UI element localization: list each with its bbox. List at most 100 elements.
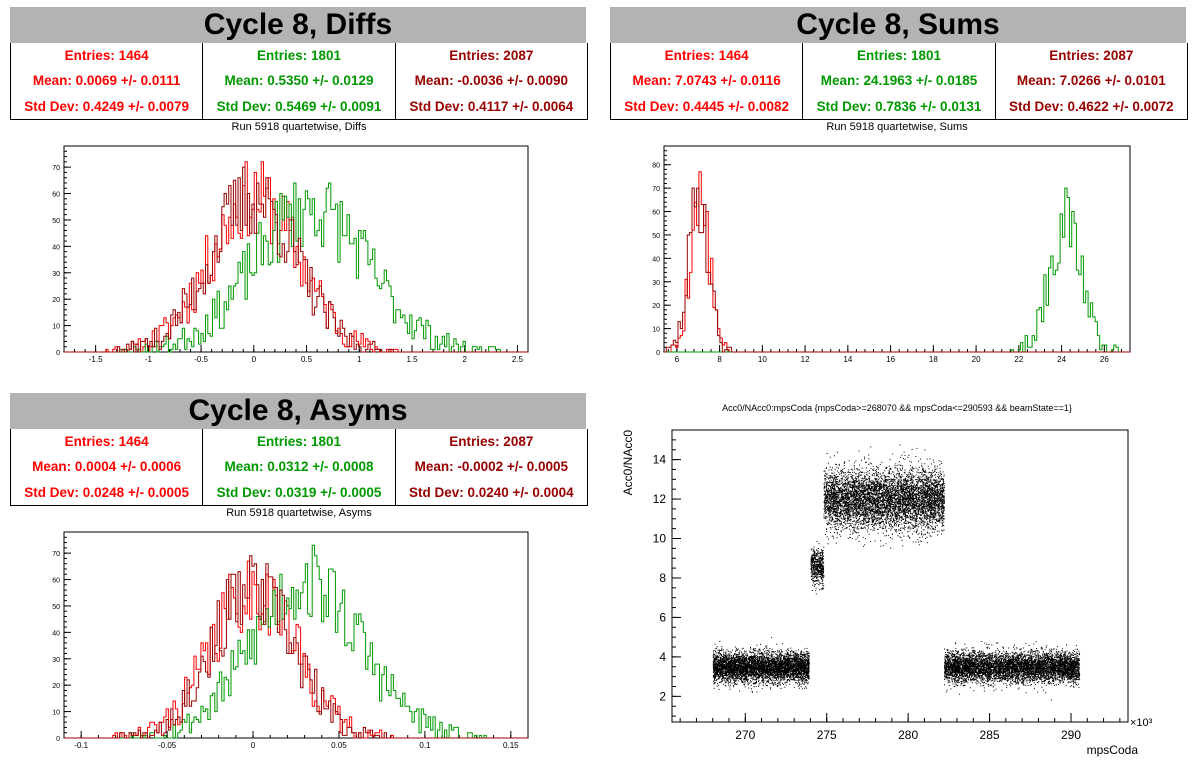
x-tick-label: 270 [735,728,755,742]
mean-label: Mean: 7.0743 +/- 0.0116 [632,73,781,89]
y-tick-label: 10 [52,324,60,331]
y-tick-label: 50 [652,233,660,240]
x-tick-label: 6 [675,355,680,364]
x-tick-label: 22 [1014,355,1023,364]
mean-label: Mean: -0.0002 +/- 0.0005 [414,459,569,475]
plot-frame [63,531,529,739]
y-tick-label: 60 [652,210,660,217]
y-tick-label: 40 [52,630,60,637]
scatter-points [712,444,1081,701]
mean-label: Mean: 0.5350 +/- 0.0129 [224,73,374,89]
std-label: Std Dev: 0.4622 +/- 0.0072 [1008,98,1174,114]
mean-label: Mean: 0.0312 +/- 0.0008 [224,459,374,475]
x-tick-label: 8 [717,355,722,364]
entries-label: Entries: 1464 [664,48,749,64]
y-tick-label: 80 [652,163,660,170]
entries-label: Entries: 2087 [1049,48,1134,64]
y-tick-label: 60 [52,192,60,199]
y-tick-label: 12 [653,492,667,506]
y-tick-label: 10 [52,710,60,717]
x-tick-label: 2 [463,355,468,364]
y-tick-label: 20 [52,297,60,304]
x-tick-label: 285 [980,728,1000,742]
diffs-stats-green: Entries: 1801 Mean: 0.5350 +/- 0.0129 St… [203,43,396,119]
x-tick-label: 0.15 [503,741,519,750]
x-tick-label: 1 [357,355,362,364]
y-tick-label: 6 [659,610,666,624]
sums-plot-title: Run 5918 quartetwise, Sums [826,121,968,133]
mean-label: Mean: 0.0069 +/- 0.0111 [32,73,181,89]
y-tick-label: 14 [653,453,667,467]
scatter-plot-title: Acc0/NAcc0:mpsCoda {mpsCoda>=268070 && m… [722,403,1072,413]
y-tick-label: 50 [52,218,60,225]
x-tick-label: 16 [886,355,895,364]
asyms-histogram: -0.1 -0.05 0 0.05 0.1 0.15 0 10 20 30 40 50 60 70 [52,531,529,750]
std-label: Std Dev: 0.0319 +/- 0.0005 [216,484,382,500]
entries-label: Entries: 1801 [256,48,342,64]
x-tick-label: 12 [801,355,810,364]
x-tick-label: 18 [929,355,938,364]
y-tick-label: 60 [52,578,60,585]
y-tick-label: 10 [653,532,667,546]
y-tick-label: 30 [52,657,60,664]
std-label: Std Dev: 0.4445 +/- 0.0082 [624,98,790,114]
std-label: Std Dev: 0.4117 +/- 0.0064 [409,98,574,114]
mean-label: Mean: 7.0266 +/- 0.0101 [1016,73,1166,89]
plot-frame [671,429,1129,723]
x-tick-label: -0.5 [194,355,208,364]
sums-stats-box: Entries: 1464 Mean: 7.0743 +/- 0.0116 St… [610,43,1188,120]
x-tick-label: -0.05 [158,741,177,750]
y-tick-label: 20 [652,303,660,310]
x-tick-label: 0 [252,355,257,364]
x-tick-label: 0 [251,741,256,750]
entries-label: Entries: 1464 [64,434,149,450]
std-label: Std Dev: 0.0240 +/- 0.0004 [408,484,574,500]
std-label: Std Dev: 0.0248 +/- 0.0005 [24,484,190,500]
x-tick-label: 0.1 [419,741,431,750]
diffs-stats-red: Entries: 1464 Mean: 0.0069 +/- 0.0111 St… [11,43,204,119]
histogram-series-0 [64,560,528,739]
histogram-series-1 [64,544,528,739]
entries-label: Entries: 1801 [856,48,942,64]
sums-panel: Cycle 8, Sums Entries: 1464 Mean: 7.0743… [598,0,1196,386]
y-tick-label: 0 [56,736,60,743]
x-tick-label: 275 [817,728,837,742]
histogram-series-1 [664,187,1130,353]
y-tick-label: 0 [656,350,660,357]
histogram-series-2 [664,187,1130,353]
diffs-header: Cycle 8, Diffs [10,7,586,43]
y-axis-label: Acc0/NAcc0 [621,430,635,496]
diffs-stats-darkred: Entries: 2087 Mean: -0.0036 +/- 0.0090 S… [396,43,587,119]
y-tick-label: 70 [52,165,60,172]
x-tick-label: -1.5 [89,355,103,364]
x-tick-label: 1.5 [406,355,418,364]
x-tick-label: 280 [898,728,918,742]
y-tick-label: 70 [52,551,60,558]
x-tick-label: 290 [1061,728,1081,742]
std-label: Std Dev: 0.4249 +/- 0.0079 [24,98,190,114]
y-tick-label: 20 [52,683,60,690]
x-tick-label: -0.1 [74,741,88,750]
y-tick-label: 70 [652,186,660,193]
asyms-stats-box: Entries: 1464 Mean: 0.0004 +/- 0.0006 St… [10,429,588,506]
y-tick-label: 30 [652,280,660,287]
x-tick-label: 26 [1100,355,1109,364]
histogram-series-1 [64,182,528,353]
scatter-panel: Acc0/NAcc0:mpsCoda {mpsCoda>=268070 && m… [598,386,1196,772]
x-axis-label: mpsCoda [1087,743,1139,757]
entries-label: Entries: 1464 [64,48,149,64]
diffs-stats-box: Entries: 1464 Mean: 0.0069 +/- 0.0111 St… [10,43,588,120]
x-tick-label: 24 [1057,355,1066,364]
histogram-series-2 [64,555,528,739]
y-tick-label: 40 [652,256,660,263]
sums-header: Cycle 8, Sums [610,7,1186,43]
asyms-stats-darkred: Entries: 2087 Mean: -0.0002 +/- 0.0005 S… [396,429,587,505]
x-tick-label: 0.5 [301,355,313,364]
std-label: Std Dev: 0.7836 +/- 0.0131 [816,98,982,114]
sums-stats-darkred: Entries: 2087 Mean: 7.0266 +/- 0.0101 St… [996,43,1187,119]
x-tick-label: 20 [972,355,981,364]
mean-label: Mean: 24.1963 +/- 0.0185 [820,73,978,89]
x-tick-label: 2.5 [512,355,524,364]
x-axis-multiplier: ×10³ [1130,717,1153,729]
y-tick-label: 40 [52,244,60,251]
